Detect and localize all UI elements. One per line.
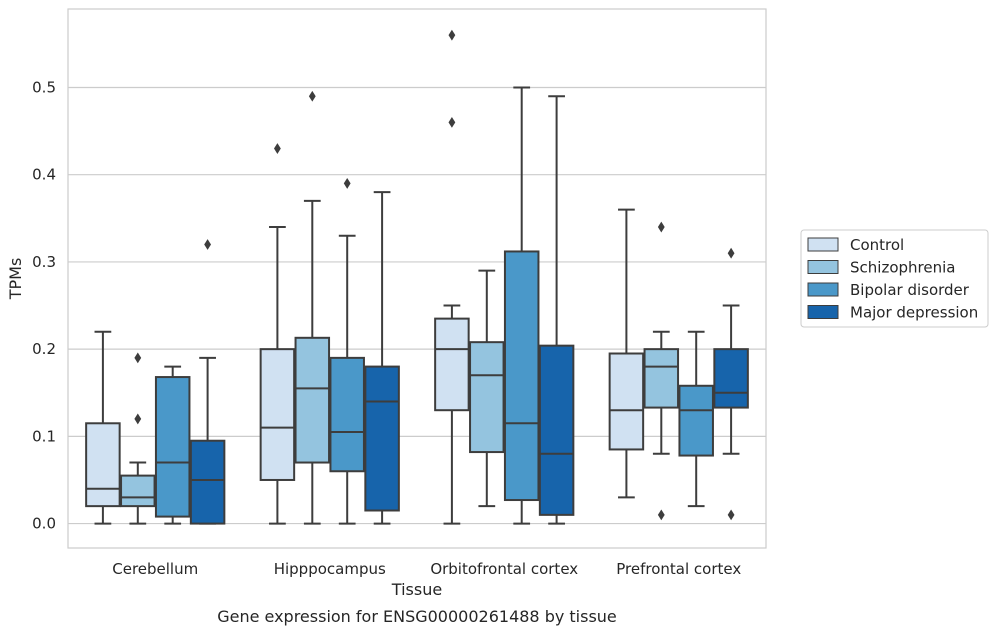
legend-frame — [800, 229, 989, 328]
legend-label: Control — [850, 236, 904, 254]
box-bipolar-disorder-0 — [154, 365, 191, 525]
legend-swatch — [807, 260, 839, 274]
x-tick-label: Cerebellum — [112, 560, 198, 578]
box-bipolar-disorder-3 — [678, 330, 714, 508]
box-schizophrenia-0 — [120, 352, 156, 525]
y-axis-ticks: 0.0 0.1 0.2 0.3 0.4 0.5 — [32, 78, 56, 532]
chart-caption: Gene expression for ENSG00000261488 by t… — [217, 607, 617, 626]
x-tick-label: Orbitofrontal cortex — [430, 560, 578, 578]
box-body — [503, 250, 540, 502]
outlier-point — [204, 239, 211, 250]
box-body — [469, 341, 505, 454]
plot-frame — [67, 8, 767, 549]
y-axis-label: TPMs — [6, 258, 25, 301]
box-body — [364, 365, 400, 512]
x-axis-ticks: Cerebellum Hipppocampus Orbitofrontal cort… — [112, 560, 741, 578]
legend-label: Bipolar disorder — [850, 281, 970, 299]
legend-label: Major depression — [850, 304, 978, 322]
box-body — [154, 376, 191, 518]
box-body — [434, 317, 470, 412]
box-control-2 — [434, 29, 470, 525]
outlier-point — [343, 178, 351, 189]
outlier-point — [134, 413, 142, 425]
box-body — [85, 422, 121, 508]
box-body — [189, 439, 226, 525]
outlier-point — [274, 143, 281, 154]
box-schizophrenia-3 — [643, 221, 680, 521]
plot-area — [67, 8, 767, 549]
outlier-point — [657, 509, 665, 521]
outlier-point — [308, 90, 316, 102]
y-tick-label: 0.1 — [32, 427, 56, 445]
box-body — [643, 348, 680, 409]
y-tick-label: 0.4 — [32, 166, 56, 184]
y-tick-label: 0.2 — [32, 340, 56, 358]
box-body — [294, 336, 331, 464]
box-major-depression-3 — [713, 247, 749, 521]
outlier-point — [727, 509, 735, 521]
box-control-0 — [85, 330, 121, 525]
box-control-3 — [608, 208, 645, 499]
x-axis-label: Tissue — [391, 580, 442, 599]
legend-swatch — [807, 282, 839, 297]
y-tick-label: 0.5 — [32, 78, 56, 96]
legend-swatch — [807, 237, 839, 252]
box-body — [329, 356, 365, 473]
box-body — [538, 344, 575, 516]
box-major-depression-2 — [538, 95, 575, 525]
box-body — [608, 352, 645, 451]
box-control-1 — [259, 143, 296, 525]
box-schizophrenia-1 — [294, 90, 331, 525]
outlier-point — [448, 29, 456, 41]
box-schizophrenia-2 — [469, 269, 505, 508]
box-major-depression-0 — [189, 239, 226, 525]
x-tick-label: Hipppocampus — [274, 560, 386, 578]
box-major-depression-1 — [364, 191, 400, 525]
box-bipolar-disorder-2 — [503, 86, 540, 525]
outlier-point — [727, 247, 735, 259]
x-tick-label: Prefrontal cortex — [616, 560, 741, 578]
y-tick-label: 0.3 — [32, 253, 56, 271]
y-tick-label: 0.0 — [32, 515, 56, 533]
outlier-point — [448, 116, 456, 128]
box-series — [85, 29, 749, 525]
legend-label: Schizophrenia — [850, 259, 955, 277]
legend-swatch — [807, 305, 839, 319]
legend: Control Schizophrenia Bipolar disorder Majo… — [800, 229, 989, 328]
outlier-point — [657, 221, 665, 233]
outlier-point — [134, 352, 142, 364]
box-body — [259, 348, 296, 481]
box-body — [678, 384, 714, 457]
box-bipolar-disorder-1 — [329, 178, 365, 525]
box-body — [713, 348, 749, 409]
box-body — [120, 474, 156, 508]
